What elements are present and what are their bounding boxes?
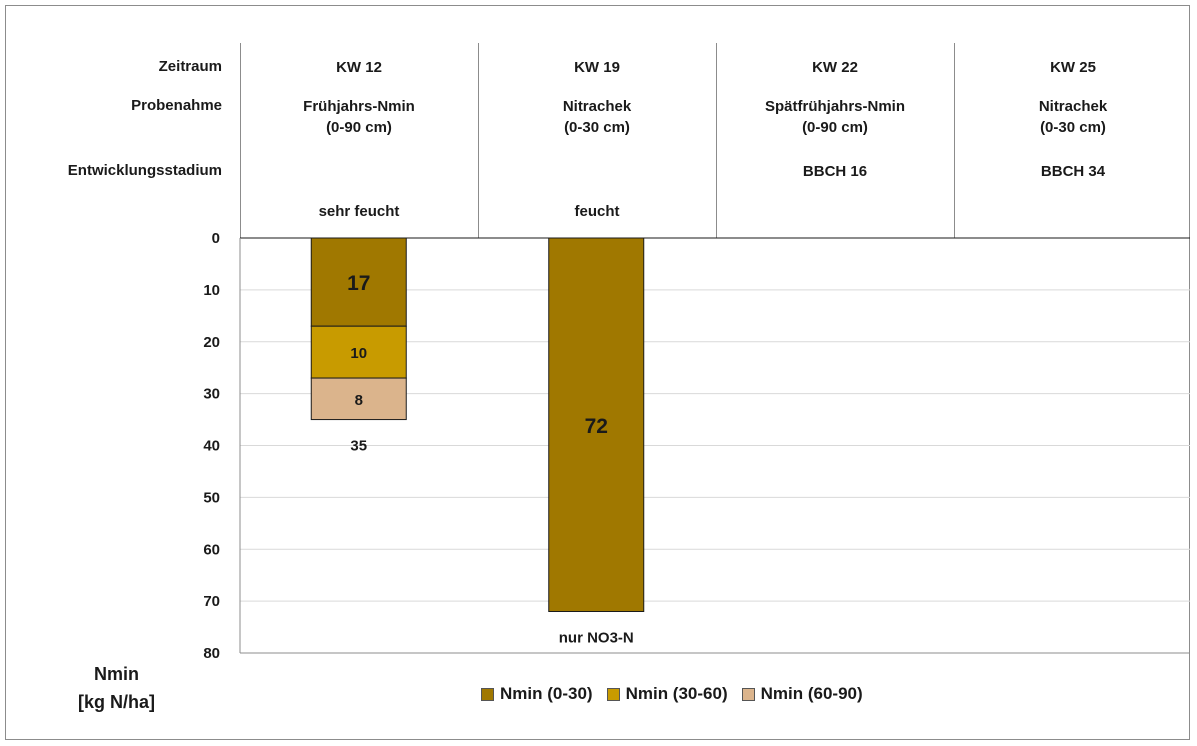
- bar-segment: [310, 237, 407, 327]
- data-label: 8: [355, 392, 363, 409]
- col1-kw: KW 12: [336, 59, 382, 76]
- chart-frame: [5, 5, 1190, 740]
- col1-probe: Frühjahrs-Nmin (0-90 cm): [303, 98, 415, 136]
- bar-segment: [548, 237, 645, 612]
- col3-probe: Spätfrühjahrs-Nmin (0-90 cm): [764, 98, 905, 136]
- legend-label: Nmin (0-30): [500, 684, 593, 703]
- legend: Nmin (0-30) Nmin (30-60) Nmin (60-90): [481, 684, 863, 704]
- y-tick-label: 0: [212, 230, 220, 247]
- y-tick-label: 70: [203, 593, 220, 610]
- y-tick-label: 10: [203, 282, 220, 299]
- legend-label: Nmin (30-60): [625, 684, 728, 703]
- legend-item: Nmin (30-60): [606, 684, 728, 704]
- col2-zustand: feucht: [574, 203, 620, 220]
- row-label-zeitraum: Zeitraum: [158, 58, 222, 75]
- row-label-probenahme: Probenahme: [131, 97, 222, 114]
- col1-zustand: sehr feucht: [318, 203, 400, 220]
- col4-probe: Nitrachek (0-30 cm): [1038, 98, 1108, 136]
- col4-stadium: BBCH 34: [1040, 163, 1106, 180]
- y-tick-label: 60: [203, 541, 220, 558]
- legend-swatch: [606, 687, 620, 701]
- bar-segment: [310, 377, 407, 421]
- data-label: 17: [347, 272, 370, 295]
- header-divider: [240, 43, 241, 238]
- data-label: 10: [350, 345, 367, 362]
- y-tick-label: 80: [203, 645, 220, 662]
- legend-item: Nmin (0-30): [481, 684, 593, 704]
- header-divider: [716, 43, 717, 238]
- col3-stadium: BBCH 16: [802, 163, 868, 180]
- legend-swatch: [741, 687, 755, 701]
- header-divider: [478, 43, 479, 238]
- y-axis-label: Nmin [kg N/ha]: [78, 664, 156, 712]
- col4-kw: KW 25: [1050, 59, 1096, 76]
- total-label: 35: [350, 438, 367, 455]
- y-tick-label: 50: [203, 489, 220, 506]
- col3-kw: KW 22: [812, 59, 858, 76]
- legend-label: Nmin (60-90): [760, 684, 863, 703]
- data-label: 72: [585, 415, 608, 438]
- legend-item: Nmin (60-90): [741, 684, 863, 704]
- header-divider: [954, 43, 955, 238]
- y-tick-label: 30: [203, 386, 220, 403]
- row-label-entwicklungsstadium: Entwicklungsstadium: [67, 162, 222, 179]
- bar-segment: [310, 325, 407, 379]
- col2-probe: Nitrachek (0-30 cm): [562, 98, 632, 136]
- legend-swatch: [481, 687, 494, 701]
- col2-kw: KW 19: [574, 59, 620, 76]
- y-tick-label: 40: [203, 438, 220, 455]
- y-tick-label: 20: [203, 334, 220, 351]
- total-label: nur NO3-N: [559, 630, 634, 647]
